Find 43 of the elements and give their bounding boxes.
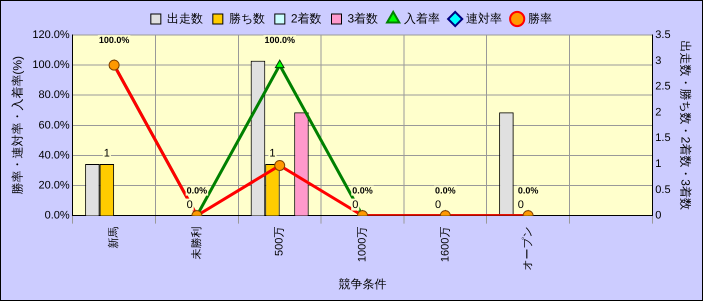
legend-label: 出走数 (166, 11, 203, 26)
x-tick-label: オープン (521, 226, 534, 271)
legend-label: 勝ち数 (228, 11, 265, 26)
legend-label: 3着数 (348, 11, 378, 26)
y-tick-label: 100.0% (32, 59, 70, 72)
legend-label: 連対率 (466, 11, 502, 26)
legend-label: 2着数 (290, 11, 322, 26)
data-label: 0.0% (518, 186, 538, 196)
x-tick-label: 新馬 (107, 226, 120, 249)
y-axis-title: 勝率・連対率・入着率(%) (10, 56, 25, 195)
legend-label: 入着率 (404, 11, 440, 26)
legend-label: 勝率 (528, 11, 552, 26)
y2-tick-label: 3 (655, 54, 662, 67)
data-label: 0 (435, 199, 442, 212)
y-tick-label: 20.0% (38, 180, 70, 192)
y-tick-label: 60.0% (38, 119, 70, 132)
x-axis-title: 競争条件 (338, 277, 387, 292)
y2-tick-label: 1 (655, 158, 662, 170)
data-label: 0 (518, 199, 524, 212)
x-tick-label: 1600万 (439, 226, 452, 262)
y2-tick-label: 2 (655, 106, 662, 118)
y2-tick-label: 3.5 (655, 29, 671, 42)
data-label: 0.0% (186, 186, 208, 196)
data-label: 0.0% (352, 186, 373, 196)
y2-tick-label: 1.5 (655, 132, 671, 144)
y2-tick-label: 0 (655, 210, 662, 222)
data-label: 0.0% (435, 186, 456, 196)
data-label: 0 (186, 199, 193, 212)
data-label: 100.0% (264, 35, 295, 46)
y2-tick-label: 2.5 (655, 80, 671, 93)
data-label: 100.0% (98, 35, 130, 46)
data-label: 1 (104, 148, 110, 160)
x-tick-label: 500万 (274, 226, 286, 256)
data-label: 0 (352, 199, 358, 212)
y2-axis-title: 出走数・勝ち数・2着数・3着数 (678, 40, 692, 210)
y2-tick-label: 0.5 (655, 184, 671, 196)
data-label: 1 (269, 148, 276, 160)
x-tick-label: 未勝利 (190, 226, 203, 260)
y-tick-label: 80.0% (38, 89, 70, 102)
y-tick-label: 0.0% (44, 210, 70, 222)
y-tick-label: 120.0% (32, 29, 70, 42)
y-tick-label: 40.0% (38, 149, 70, 162)
x-tick-label: 1000万 (356, 226, 369, 262)
